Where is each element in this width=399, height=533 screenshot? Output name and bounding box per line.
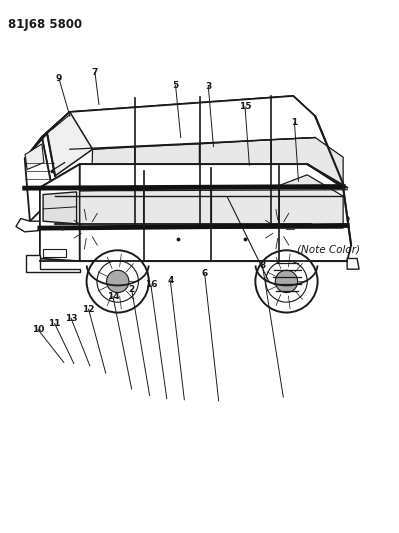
Text: 11: 11 (48, 319, 61, 328)
Polygon shape (43, 192, 77, 224)
Polygon shape (135, 144, 200, 176)
Polygon shape (310, 211, 349, 232)
Polygon shape (16, 219, 55, 232)
Circle shape (272, 222, 286, 236)
Polygon shape (43, 249, 66, 257)
Polygon shape (200, 140, 271, 176)
Polygon shape (40, 164, 80, 261)
Polygon shape (26, 255, 80, 272)
Text: 14: 14 (107, 292, 119, 301)
Text: 10: 10 (32, 325, 44, 334)
Polygon shape (25, 144, 44, 169)
Polygon shape (42, 96, 343, 224)
Text: 2: 2 (128, 285, 135, 294)
Text: 5: 5 (172, 81, 179, 90)
Text: 6: 6 (201, 270, 208, 278)
Polygon shape (211, 185, 279, 228)
Polygon shape (80, 164, 351, 261)
Circle shape (255, 205, 304, 254)
Polygon shape (347, 259, 359, 269)
Polygon shape (279, 175, 343, 228)
Polygon shape (42, 96, 315, 137)
Polygon shape (92, 147, 135, 176)
Polygon shape (40, 164, 343, 188)
Circle shape (107, 270, 129, 293)
Ellipse shape (264, 256, 310, 298)
Circle shape (63, 205, 113, 254)
Circle shape (81, 222, 95, 236)
Polygon shape (25, 112, 70, 159)
Text: 1: 1 (291, 118, 298, 127)
Text: 3: 3 (205, 82, 211, 91)
Text: 8: 8 (259, 262, 266, 270)
Text: 81J68 5800: 81J68 5800 (8, 18, 82, 31)
Text: 7: 7 (92, 68, 98, 77)
Text: (Note Color): (Note Color) (297, 245, 360, 254)
Polygon shape (25, 137, 54, 221)
Polygon shape (80, 189, 144, 228)
Polygon shape (47, 112, 93, 176)
Text: 13: 13 (65, 314, 77, 322)
Text: 4: 4 (167, 277, 174, 285)
Text: 15: 15 (239, 102, 251, 111)
Circle shape (275, 270, 298, 293)
Text: 9: 9 (56, 75, 62, 83)
Polygon shape (144, 188, 211, 228)
Circle shape (87, 251, 149, 312)
Text: 12: 12 (82, 305, 95, 313)
Circle shape (255, 251, 318, 312)
Polygon shape (271, 138, 343, 184)
Text: 16: 16 (144, 280, 157, 289)
